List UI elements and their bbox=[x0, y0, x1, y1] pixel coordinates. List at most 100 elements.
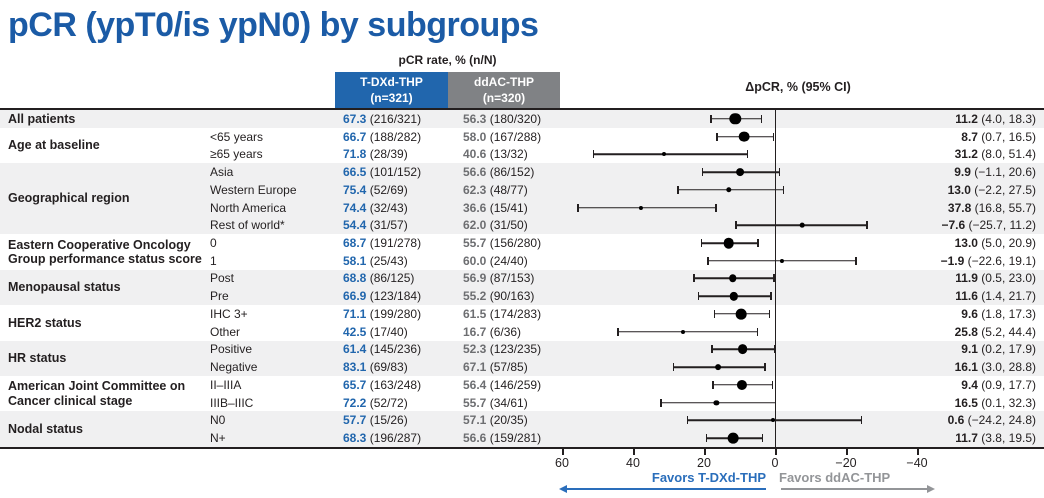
delta-value: −1.9 bbox=[940, 253, 965, 268]
favors-ddac-arrow bbox=[781, 488, 927, 490]
ci-cap bbox=[711, 345, 713, 354]
ddac-pcr-value: 55.2 (90/163) bbox=[463, 289, 534, 303]
ddac-pct: 62.3 bbox=[463, 182, 487, 197]
tdxd-fraction: (69/83) bbox=[369, 360, 408, 375]
ddac-fraction: (146/259) bbox=[489, 377, 542, 392]
point-estimate-dot bbox=[713, 400, 720, 406]
ddac-pct: 55.2 bbox=[463, 289, 487, 304]
subgroup-level-label: North America bbox=[210, 200, 287, 215]
tdxd-pct: 67.3 bbox=[343, 111, 367, 126]
delta-ci: (8.0, 51.4) bbox=[981, 147, 1036, 162]
tdxd-pcr-value: 58.1 (25/43) bbox=[343, 254, 408, 268]
subgroup-level-label: N+ bbox=[210, 431, 226, 446]
delta-value: 16.1 bbox=[954, 360, 978, 375]
ddac-pct: 60.0 bbox=[463, 253, 487, 268]
ddac-pcr-value: 16.7 (6/36) bbox=[463, 325, 521, 339]
delta-value: 11.2 bbox=[955, 111, 978, 126]
ci-cap bbox=[592, 150, 595, 159]
zero-reference-line bbox=[775, 110, 776, 455]
subgroup-category-label: Geographical region bbox=[8, 191, 130, 206]
tdxd-pct: 65.7 bbox=[343, 377, 367, 392]
table-row: N+ 68.3 (196/287) 56.6 (159/281) 11.7 (3.8,… bbox=[0, 429, 1044, 447]
subgroup-block: Nodal status N0 57.7 (15/26) 57.1 (20/35) 0.… bbox=[0, 411, 1044, 447]
axis-tick-label: 0 bbox=[771, 456, 779, 470]
subgroup-level-label: Other bbox=[210, 324, 241, 339]
ci-cap bbox=[774, 398, 777, 407]
subgroup-category-label: Age at baseline bbox=[8, 138, 100, 153]
ci-cap bbox=[757, 239, 759, 247]
delta-pcr-value: −1.9 (−22.6, 19.1) bbox=[941, 254, 1036, 268]
ci-cap bbox=[855, 256, 857, 265]
table-row: Pre 66.9 (123/184) 55.2 (90/163) 11.6 (1.4,… bbox=[0, 287, 1044, 305]
ddac-fraction: (86/152) bbox=[489, 165, 535, 180]
delta-pcr-value: 37.8 (16.8, 55.7) bbox=[948, 201, 1036, 215]
ddac-pct: 56.6 bbox=[463, 431, 487, 446]
table-row: IHC 3+ 71.1 (199/280) 61.5 (174/283) 9.6 (1… bbox=[0, 305, 1044, 323]
delta-pcr-value: 8.7 (0.7, 16.5) bbox=[961, 130, 1036, 144]
subgroup-block: HR status Positive 61.4 (145/236) 52.3 (123… bbox=[0, 340, 1044, 377]
axis-tick bbox=[633, 449, 635, 455]
ci-cap bbox=[774, 345, 776, 354]
pcr-rate-column-header: pCR rate, % (n/N) bbox=[398, 53, 497, 67]
delta-value: 9.6 bbox=[961, 306, 978, 321]
delta-value: 25.8 bbox=[954, 324, 978, 339]
ddac-fraction: (174/283) bbox=[489, 306, 542, 321]
ci-cap bbox=[760, 114, 763, 123]
ci-cap bbox=[746, 150, 749, 159]
table-row: Post 68.8 (86/125) 56.9 (87/153) 11.9 (0.5,… bbox=[0, 270, 1044, 288]
ddac-pcr-value: 58.0 (167/288) bbox=[463, 130, 541, 144]
subgroup-level-label: Positive bbox=[210, 342, 253, 357]
tdxd-pcr-value: 68.8 (86/125) bbox=[343, 271, 414, 285]
ddac-pcr-value: 67.1 (57/85) bbox=[463, 360, 528, 374]
point-estimate-dot bbox=[729, 113, 741, 125]
delta-value: 9.4 bbox=[961, 377, 978, 392]
delta-value: 9.9 bbox=[954, 165, 971, 180]
subgroup-block: HER2 status IHC 3+ 71.1 (199/280) 61.5 (174… bbox=[0, 305, 1044, 340]
ci-line bbox=[577, 206, 716, 209]
ddac-pcr-value: 52.3 (123/235) bbox=[463, 342, 541, 356]
ddac-fraction: (180/320) bbox=[489, 111, 542, 126]
delta-pcr-value: −7.6 (−25.7, 11.2) bbox=[941, 218, 1036, 232]
delta-value: 11.7 bbox=[955, 431, 978, 446]
subgroup-block: Menopausal status Post 68.8 (86/125) 56.9 (… bbox=[0, 269, 1044, 306]
ddac-fraction: (20/35) bbox=[489, 413, 528, 428]
subgroup-category-label: HR status bbox=[8, 351, 67, 366]
point-estimate-dot bbox=[726, 187, 732, 193]
delta-ci: (3.0, 28.8) bbox=[981, 360, 1036, 375]
subgroup-level-label: N0 bbox=[210, 413, 226, 428]
favors-ddac-label: Favors ddAC-THP bbox=[779, 470, 891, 485]
delta-pcr-column-header: ΔpCR, % (95% CI) bbox=[745, 80, 851, 94]
favors-ddac-arrowhead-icon bbox=[927, 485, 935, 493]
delta-pcr-value: 11.2 (4.0, 18.3) bbox=[955, 112, 1036, 126]
ddac-pcr-value: 62.3 (48/77) bbox=[463, 183, 528, 197]
tdxd-pct: 66.5 bbox=[343, 165, 367, 180]
subgroup-level-label: Post bbox=[210, 271, 235, 286]
ddac-pct: 56.9 bbox=[463, 271, 487, 286]
point-estimate-dot bbox=[638, 205, 643, 210]
point-estimate-dot bbox=[729, 292, 738, 301]
forest-table: All patients 67.3 (216/321) 56.3 (180/320)… bbox=[0, 110, 1044, 447]
ddac-fraction: (159/281) bbox=[489, 431, 542, 446]
subgroup-level-label: Negative bbox=[210, 360, 258, 375]
ci-cap bbox=[693, 274, 695, 283]
table-row: 0 68.7 (191/278) 55.7 (156/280) 13.0 (5.0, … bbox=[0, 234, 1044, 252]
delta-pcr-value: 11.9 (0.5, 23.0) bbox=[955, 271, 1036, 285]
subgroup-category-label: All patients bbox=[8, 111, 76, 126]
subgroup-level-label: Pre bbox=[210, 289, 229, 304]
tdxd-pcr-value: 71.1 (199/280) bbox=[343, 307, 421, 321]
delta-ci: (0.5, 23.0) bbox=[981, 271, 1036, 286]
arm-header-tdxd-thp: T-DXd-THP (n=321) bbox=[335, 72, 448, 109]
point-estimate-dot bbox=[728, 432, 739, 444]
delta-ci: (−25.7, 11.2) bbox=[968, 218, 1037, 233]
ddac-pct: 67.1 bbox=[463, 360, 487, 375]
delta-pcr-value: 13.0 (5.0, 20.9) bbox=[955, 236, 1036, 250]
subgroup-block: Eastern Cooperative Oncology Group perfo… bbox=[0, 234, 1044, 269]
ci-cap bbox=[773, 274, 775, 283]
ddac-fraction: (15/41) bbox=[489, 200, 528, 215]
ddac-pcr-value: 61.5 (174/283) bbox=[463, 307, 541, 321]
delta-pcr-value: 16.5 (0.1, 32.3) bbox=[955, 396, 1036, 410]
table-row: IIIB–IIIC 72.2 (52/72) 55.7 (34/61) 16.5 (0… bbox=[0, 394, 1044, 412]
delta-pcr-value: 25.8 (5.2, 44.4) bbox=[955, 325, 1036, 339]
ci-cap bbox=[701, 168, 704, 177]
favors-tdxd-label: Favors T-DXd-THP bbox=[651, 470, 766, 485]
